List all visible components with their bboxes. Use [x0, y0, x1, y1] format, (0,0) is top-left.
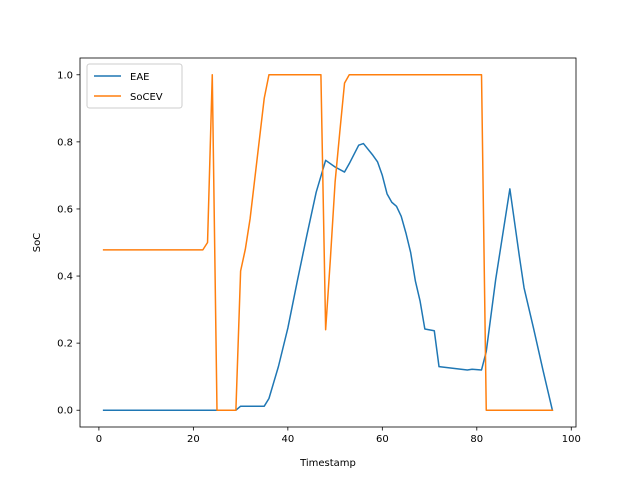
series-line-socev: [102, 74, 554, 411]
legend-box: [86, 63, 183, 109]
y-tick-label: 0.4: [57, 272, 73, 283]
x-tick-label: 40: [281, 434, 294, 445]
x-axis-label: Timestamp: [299, 458, 356, 469]
x-tick-label: 60: [376, 434, 389, 445]
series-line-eae: [102, 142, 554, 412]
y-axis-label: SoC: [32, 233, 43, 252]
y-tick-label: 0.0: [57, 406, 73, 417]
legend: EAE SoCEV: [86, 63, 183, 109]
series-layer: [102, 74, 554, 412]
x-tick-label: 0: [96, 434, 102, 445]
y-tick-label: 0.8: [57, 137, 73, 148]
x-tick-label: 100: [562, 434, 581, 445]
x-axis: 0 20 40 60 80 100: [96, 427, 581, 445]
y-tick-label: 0.6: [57, 204, 73, 215]
y-axis: 0.0 0.2 0.4 0.6 0.8 1.0: [57, 70, 80, 417]
x-tick-label: 80: [470, 434, 483, 445]
legend-label-eae: EAE: [130, 72, 149, 83]
x-tick-label: 20: [187, 434, 200, 445]
y-tick-label: 0.2: [57, 339, 73, 350]
axes-frame: [79, 57, 577, 428]
y-tick-label: 1.0: [57, 70, 73, 81]
legend-label-socev: SoCEV: [130, 92, 163, 103]
